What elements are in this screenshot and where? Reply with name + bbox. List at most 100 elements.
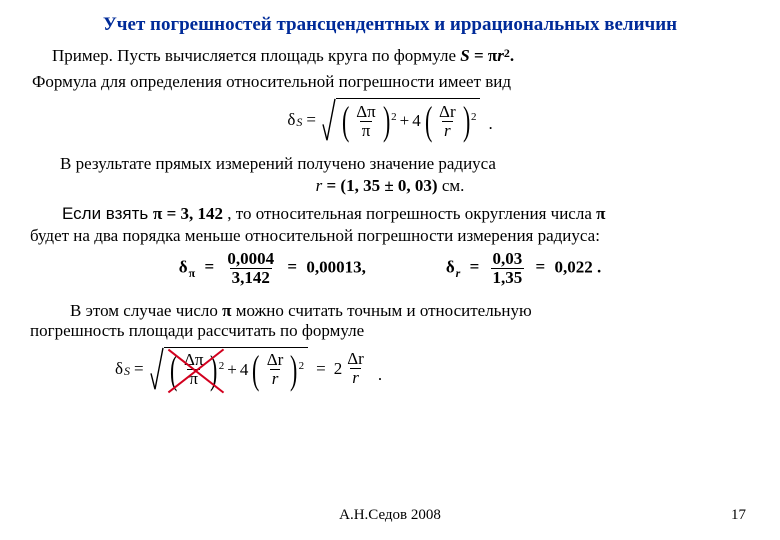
text: В этом случае число: [70, 301, 222, 320]
lparen: (: [170, 351, 177, 389]
paragraph-example: Пример. Пусть вычисляется площадь круга …: [52, 46, 750, 66]
term1: ( Δπ π ) 2: [339, 102, 397, 140]
frac-dr: Δr r: [265, 351, 286, 388]
pi-value: = 3, 142: [162, 204, 223, 223]
rparen: ): [210, 351, 217, 389]
text: =: [470, 46, 488, 65]
sqrt: ( Δπ π ) 2 + 4 ( Δr r ): [322, 98, 481, 142]
num: Δr: [437, 103, 458, 121]
two: 2: [334, 359, 343, 379]
dot: .: [378, 365, 382, 391]
num: Δπ: [354, 103, 378, 121]
exp2: 2: [471, 111, 477, 123]
sqrt-body: ( Δπ π ) 2 + 4 ( Δr r: [164, 347, 309, 391]
rparen: ): [290, 351, 297, 389]
num: Δr: [345, 350, 366, 368]
paragraph-if-pi: Если взять π = 3, 142 , то относительная…: [62, 204, 750, 224]
four: 4: [412, 111, 421, 131]
footer-author: А.Н.Седов 2008: [0, 507, 780, 524]
num: Δr: [265, 351, 286, 369]
delta-S: δS: [115, 359, 130, 379]
delta: δ: [446, 257, 455, 276]
formula-simplified: δS = ( Δπ π ) 2: [115, 347, 750, 391]
r: r: [352, 368, 359, 387]
eq: =: [316, 359, 326, 379]
rparen: ): [383, 102, 390, 140]
den: 3,142: [230, 268, 272, 287]
rparen: ): [463, 102, 470, 140]
delta-r-calc: δr = 0,03 1,35 = 0,022 .: [446, 250, 601, 287]
eq: =: [306, 110, 316, 130]
sqrt: ( Δπ π ) 2 + 4 ( Δr r: [150, 347, 309, 391]
formula-numeric: δπ = 0,0004 3,142 = 0,00013, δr = 0,03 1…: [30, 250, 750, 287]
paragraph-conclusion: В этом случае число π можно считать точн…: [70, 301, 750, 321]
paragraph-result: В результате прямых измерений получено з…: [60, 154, 750, 174]
frac-dpi: Δπ π: [354, 103, 378, 140]
eq: =: [134, 359, 144, 379]
exp2: 2: [219, 360, 225, 372]
text: Если взять: [62, 204, 153, 223]
lparen: (: [425, 102, 432, 140]
sqrt-tick: [322, 98, 336, 142]
paragraph-conclusion2: погрешность площади рассчитать по формул…: [30, 321, 750, 341]
eq: =: [204, 257, 214, 276]
num: Δπ: [182, 351, 206, 369]
term2: ( Δr r ) 2: [422, 102, 477, 140]
term1: ( Δπ π ) 2: [167, 351, 225, 389]
delta: δ: [179, 257, 188, 276]
term2: ( Δr r ) 2: [249, 351, 304, 389]
unit: см.: [438, 176, 465, 195]
crossed-term: ( Δπ π ) 2: [167, 351, 225, 389]
sub-pi: π: [189, 266, 196, 280]
var-r: r: [497, 46, 504, 65]
dot: .: [488, 114, 492, 142]
footer-page-number: 17: [731, 507, 746, 524]
pi-symbol: π: [153, 204, 162, 223]
lparen: (: [252, 351, 259, 389]
frac-result: Δr r: [345, 350, 366, 387]
formula-delta-s: δS = ( Δπ π ) 2 + 4 (: [30, 98, 750, 142]
r: r: [272, 369, 279, 388]
frac-dr: Δr r: [437, 103, 458, 140]
plus: +: [400, 111, 410, 131]
sqrt-body: ( Δπ π ) 2 + 4 ( Δr r ): [336, 98, 481, 142]
text: , то относительная погрешность округлени…: [223, 204, 596, 223]
value: = (1, 35 ± 0, 03): [322, 176, 437, 195]
delta-S: δS: [287, 110, 302, 130]
den: r: [270, 369, 281, 388]
exp2: 2: [299, 360, 305, 372]
frac-dpi: Δπ π: [182, 351, 206, 388]
delta: δ: [287, 110, 295, 130]
exp2: 2: [391, 111, 397, 123]
eq: =: [287, 257, 297, 276]
four: 4: [240, 360, 249, 380]
text: .: [510, 46, 514, 65]
num: 0,0004: [225, 250, 276, 268]
r: r: [444, 121, 451, 140]
sub-S: S: [296, 115, 302, 130]
text: Пример. Пусть вычисляется площадь круга …: [52, 46, 460, 65]
paragraph-compare: будет на два порядка меньше относительно…: [30, 226, 750, 246]
title: Учет погрешностей трансцендентных и ирра…: [30, 14, 750, 36]
den: π: [360, 121, 373, 140]
eq: =: [470, 257, 480, 276]
delta: δ: [115, 359, 123, 379]
num: 0,03: [491, 250, 525, 268]
den: r: [442, 121, 453, 140]
delta-pi-calc: δπ = 0,0004 3,142 = 0,00013,: [179, 250, 366, 287]
den: r: [350, 368, 361, 387]
plus: +: [227, 360, 237, 380]
sqrt-tick: [150, 347, 164, 391]
pi-symbol: π: [488, 46, 497, 65]
sub-S: S: [124, 364, 130, 379]
lparen: (: [342, 102, 349, 140]
den: π: [187, 369, 200, 388]
slide: Учет погрешностей трансцендентных и ирра…: [0, 0, 780, 540]
text: можно считать точным и относительную: [231, 301, 531, 320]
val: 0,00013,: [306, 257, 366, 276]
radius-value: r = (1, 35 ± 0, 03) см.: [30, 176, 750, 196]
paragraph-formula-intro: Формула для определения относительной по…: [32, 72, 750, 92]
sub-r: r: [456, 266, 461, 280]
frac: 0,0004 3,142: [225, 250, 276, 287]
var-S: S: [460, 46, 469, 65]
